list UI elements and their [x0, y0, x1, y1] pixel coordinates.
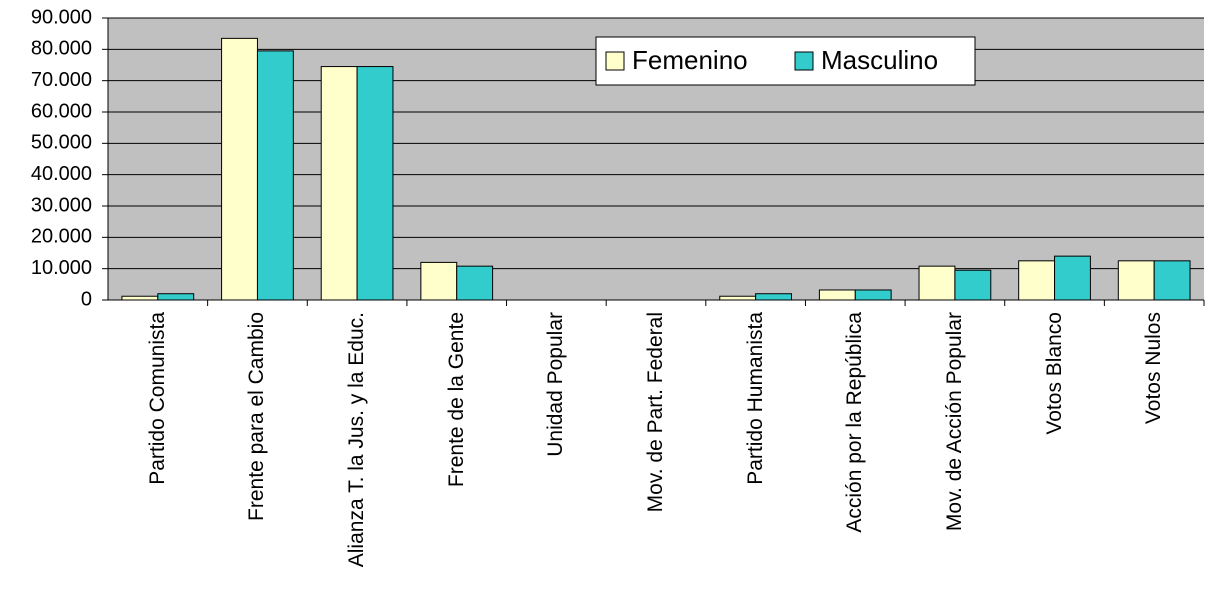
bar: [157, 293, 195, 301]
x-tick-label: Frente para el Cambio: [245, 312, 269, 521]
x-tick-label: Frente de la Gente: [444, 312, 468, 488]
x-tick-label: Mov. de Part. Federal: [644, 312, 667, 513]
x-tick-label: Acción por la República: [843, 312, 867, 533]
bar: [320, 66, 358, 301]
bar: [456, 265, 494, 301]
legend-swatch: [605, 51, 625, 71]
x-tick-label: Mov. de Acción Popular: [942, 312, 966, 532]
bar: [1054, 255, 1091, 301]
bar: [755, 293, 793, 301]
bar: [121, 295, 159, 301]
bar: [918, 265, 956, 301]
y-tick-label: 30.000: [31, 194, 92, 216]
y-tick-label: 80.000: [31, 38, 92, 60]
y-tick-label: 20.000: [31, 226, 92, 248]
bar: [954, 269, 992, 301]
y-tick-label: 40.000: [31, 163, 92, 185]
bar: [854, 289, 892, 301]
legend-label: Femenino: [632, 45, 748, 75]
bar: [356, 66, 394, 301]
bar: [1117, 260, 1155, 301]
y-tick-label: 50.000: [31, 132, 92, 154]
bar: [221, 37, 258, 301]
x-tick-label: Unidad Popular: [544, 312, 568, 457]
legend-box: [595, 36, 976, 86]
bar: [719, 295, 757, 301]
bar: [1018, 260, 1056, 301]
legend-swatch: [794, 51, 814, 71]
x-tick-label: Partido Humanista: [743, 312, 767, 485]
x-tick-label: Partido Comunista: [145, 312, 169, 485]
y-tick-label: 60.000: [31, 100, 92, 122]
y-tick-label: 90.000: [31, 6, 92, 28]
bar: [420, 261, 458, 301]
bar: [1153, 260, 1191, 301]
y-tick-label: 70.000: [31, 69, 92, 91]
y-tick-label: 10.000: [31, 257, 92, 279]
y-tick-label: 0: [81, 288, 92, 310]
x-tick-label: Votos Blanco: [1042, 312, 1066, 435]
bar: [818, 289, 856, 301]
legend-label: Masculino: [821, 45, 938, 75]
x-tick-label: Alianza T. la Jus. y la Educ.: [345, 312, 369, 568]
bar: [256, 50, 294, 301]
x-tick-label: Votos Nulos: [1142, 312, 1166, 425]
